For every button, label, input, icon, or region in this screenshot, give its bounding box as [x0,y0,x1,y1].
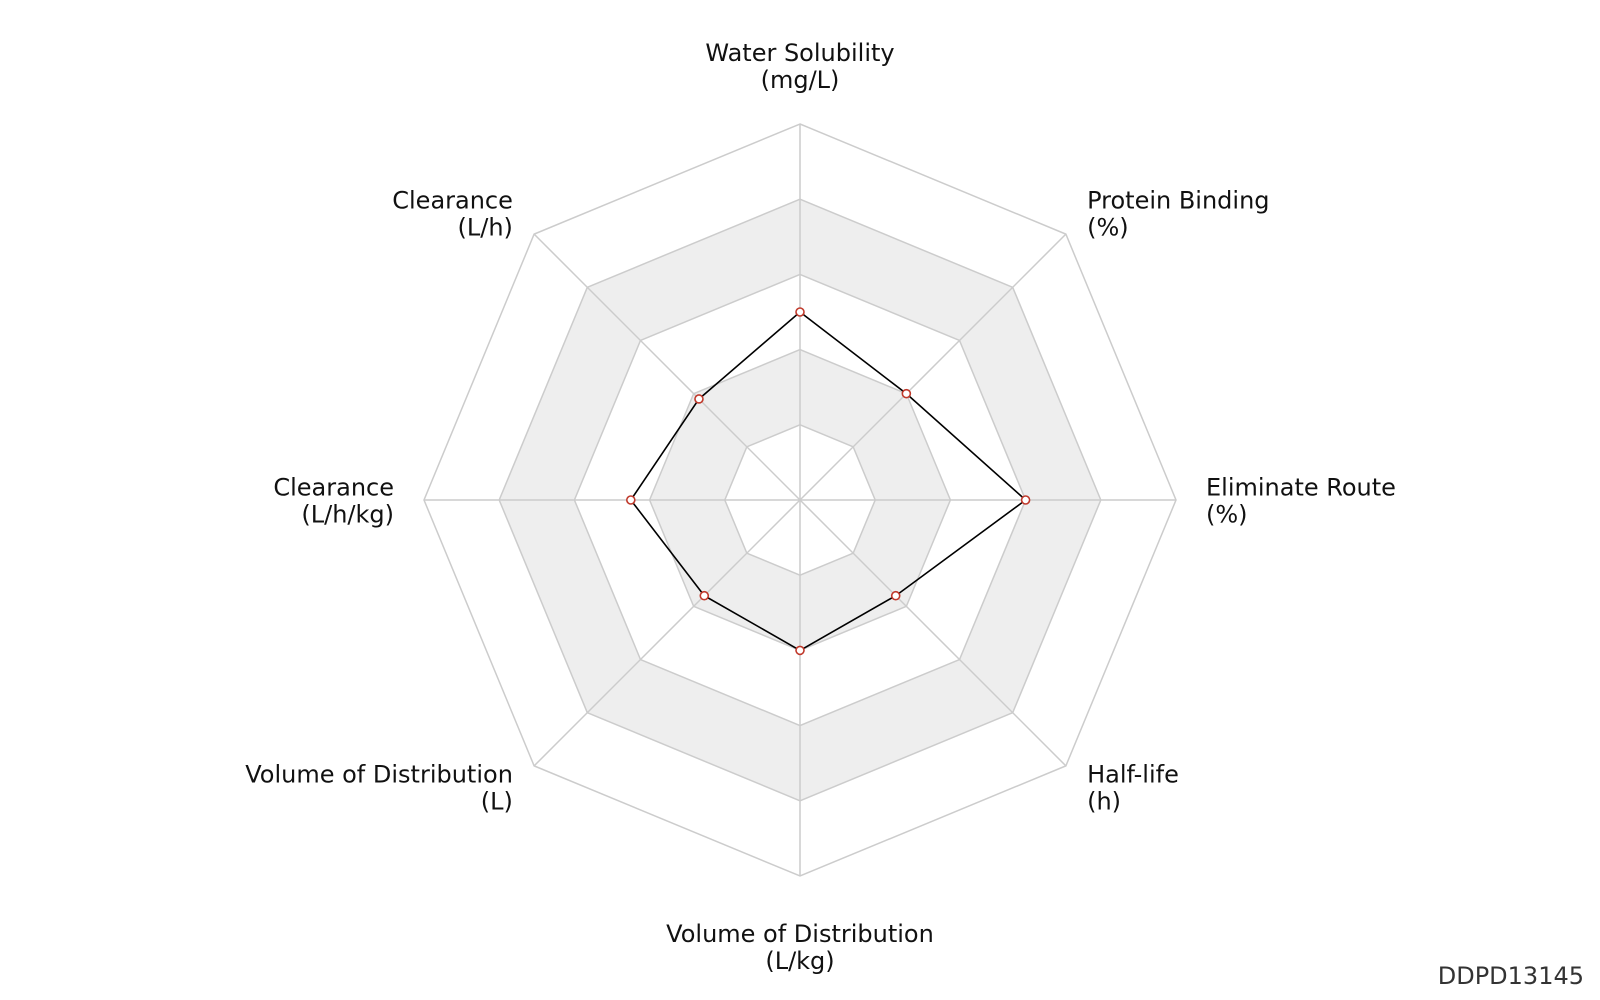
axis-label-5: Volume of Distribution (L) [245,761,513,816]
axis-label-1: Protein Binding (%) [1087,186,1269,241]
radar-point-7 [694,394,704,404]
axis-label-name-6: Clearance [273,474,394,502]
radar-axis-labels: Water Solubility (mg/L)Protein Binding (%)… [245,39,1396,975]
axis-label-6: Clearance (L/h/kg) [273,474,394,529]
axis-label-name-1: Protein Binding [1087,186,1269,214]
axis-label-name-0: Water Solubility [705,39,894,67]
radar-spoke-1 [799,233,1067,501]
chart-id-label: DDPD13145 [1437,962,1584,990]
axis-label-name-4: Volume of Distribution [666,920,934,948]
axis-label-name-2: Eliminate Route [1206,474,1396,502]
axis-label-unit-1: (%) [1087,213,1129,241]
radar-spoke-7 [533,233,801,501]
axis-label-2: Eliminate Route (%) [1206,474,1396,529]
axis-label-7: Clearance (L/h) [392,186,513,241]
radar-spoke-3 [799,499,1067,767]
axis-label-name-5: Volume of Distribution [245,761,513,789]
radar-grid [423,123,1177,877]
axis-label-3: Half-life (h) [1087,761,1179,816]
axis-label-unit-6: (L/h/kg) [301,501,394,529]
axis-label-unit-2: (%) [1206,501,1248,529]
axis-label-unit-0: (mg/L) [761,66,840,94]
radar-series [625,307,1031,656]
radar-point-2 [1020,495,1031,505]
axis-label-name-7: Clearance [392,186,513,214]
axis-label-0: Water Solubility (mg/L) [705,39,894,94]
radar-point-4 [795,645,805,656]
radar-point-5 [699,590,710,601]
axis-label-unit-3: (h) [1087,788,1121,816]
axis-label-4: Volume of Distribution (L/kg) [666,920,934,975]
axis-label-unit-5: (L) [481,788,513,816]
axis-label-unit-7: (L/h) [458,213,513,241]
radar-point-0 [795,307,805,317]
radar-point-1 [901,388,912,399]
radar-point-3 [890,590,901,601]
axis-label-name-3: Half-life [1087,761,1179,789]
radar-spoke-5 [533,499,801,767]
radar-point-6 [625,495,636,505]
axis-label-unit-4: (L/kg) [765,947,834,975]
